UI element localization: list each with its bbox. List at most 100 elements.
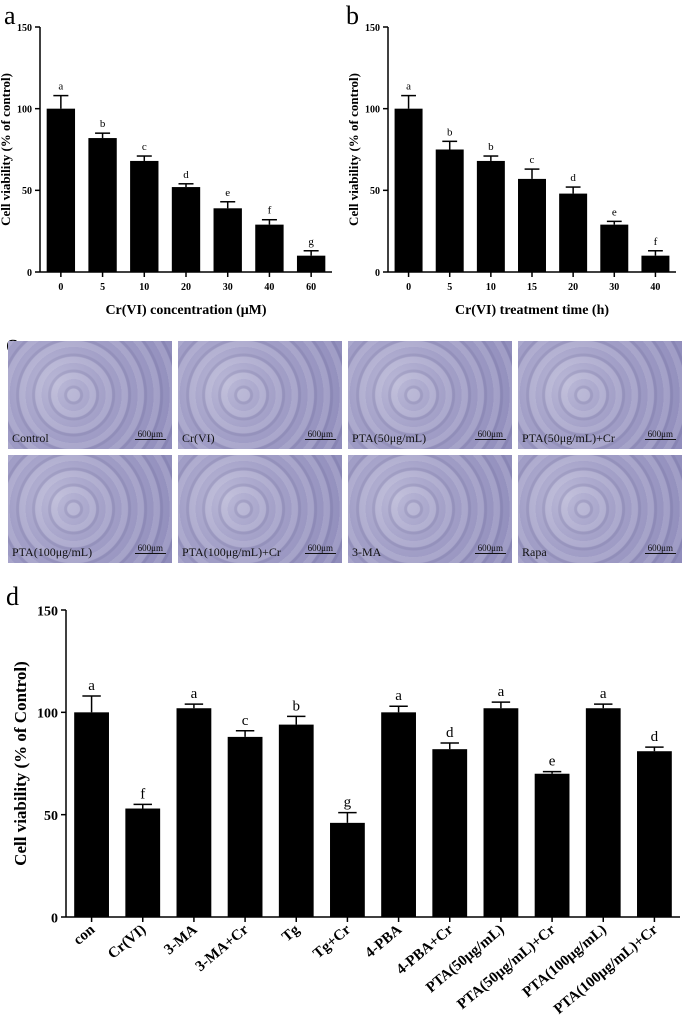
y-tick-label: 100: [37, 707, 58, 722]
scale-bar-label: 600μm: [474, 543, 506, 554]
annotation: a: [58, 81, 63, 93]
x-tick-label: 3-MA+Cr: [193, 922, 252, 975]
image-caption: PTA(50μg/mL): [352, 431, 427, 445]
x-tick-label: 20: [181, 282, 191, 293]
bar: [585, 708, 621, 917]
bar: [330, 822, 365, 917]
x-tick-label: 5: [447, 282, 452, 293]
annotation: a: [600, 686, 607, 702]
bar: [641, 255, 670, 272]
bar: [88, 138, 117, 272]
annotation: g: [344, 795, 352, 811]
x-tick-label: 30: [609, 282, 619, 293]
y-tick-label: 0: [51, 911, 58, 926]
micrograph: PTA(100μg/mL)+Cr 600μm: [178, 455, 342, 563]
bar: [394, 108, 423, 273]
bar: [600, 224, 629, 272]
y-tick-label: 50: [44, 809, 58, 824]
y-tick-label: 100: [17, 105, 32, 116]
x-tick-label: 0: [58, 282, 63, 293]
panel-label: b: [346, 1, 359, 30]
scale-bar-label: 600μm: [644, 543, 676, 554]
annotation: e: [225, 187, 230, 199]
image-caption: PTA(50μg/mL)+Cr: [522, 431, 615, 445]
annotation: b: [488, 141, 494, 153]
bar: [227, 736, 263, 917]
bar: [518, 178, 546, 272]
image-caption: Rapa: [522, 545, 547, 559]
image-caption: Control: [12, 431, 49, 445]
bar: [46, 108, 76, 273]
y-tick-label: 50: [370, 186, 380, 197]
annotation: b: [447, 126, 453, 138]
x-tick-label: 4-PBA: [362, 922, 405, 962]
y-tick-label: 150: [17, 23, 32, 34]
annotation: d: [446, 725, 454, 741]
annotation: f: [268, 205, 272, 217]
annotation: c: [242, 713, 249, 729]
y-axis-title: Cell viability (% of Control): [11, 661, 30, 866]
panel-label: d: [6, 582, 19, 611]
x-axis-title: Cr(VI) concentration (μM): [105, 303, 266, 318]
image-caption: PTA(100μg/mL): [12, 545, 93, 559]
y-tick-label: 0: [375, 268, 380, 279]
bar: [637, 751, 672, 917]
x-tick-label: 60: [306, 282, 316, 293]
x-tick-label: 40: [264, 282, 274, 293]
x-tick-label: 20: [568, 282, 578, 293]
bar: [435, 149, 464, 272]
annotation: g: [308, 236, 314, 248]
scale-bar-label: 600μm: [134, 543, 166, 554]
bar: [483, 708, 519, 917]
annotation: d: [651, 729, 659, 745]
scale-bar-label: 600μm: [304, 429, 336, 440]
x-axis-title: Cr(VI) treatment time (h): [455, 303, 609, 318]
annotation: e: [549, 754, 556, 770]
annotation: f: [140, 786, 145, 802]
y-tick-label: 50: [22, 186, 32, 197]
y-tick-label: 150: [365, 23, 380, 34]
annotation: a: [498, 684, 505, 700]
x-tick-label: Tg+Cr: [310, 922, 354, 962]
x-tick-label: 10: [139, 282, 149, 293]
bar: [278, 724, 314, 917]
bar: [381, 712, 416, 917]
annotation: a: [406, 81, 411, 93]
bar: [296, 255, 326, 272]
micrograph: PTA(100μg/mL) 600μm: [8, 455, 172, 563]
scale-bar-label: 600μm: [644, 429, 676, 440]
y-tick-label: 100: [365, 105, 380, 116]
panel-label: a: [4, 1, 16, 30]
bar: [171, 187, 201, 272]
x-tick-label: Tg: [279, 921, 303, 945]
annotation: a: [88, 678, 95, 694]
annotation: c: [142, 141, 147, 153]
y-tick-label: 0: [27, 268, 32, 279]
x-tick-label: PTA(50μg/mL)+Cr: [454, 922, 558, 1013]
bar: [125, 808, 161, 917]
annotation: d: [570, 172, 576, 184]
bar: [176, 708, 212, 917]
scale-bar-label: 600μm: [134, 429, 166, 440]
bar: [432, 749, 468, 917]
annotation: d: [183, 169, 189, 181]
x-tick-label: 30: [223, 282, 233, 293]
y-axis-title: Cell viability (% of control): [0, 73, 13, 226]
image-caption: PTA(100μg/mL)+Cr: [182, 545, 281, 559]
x-tick-label: 5: [100, 282, 105, 293]
x-tick-label: 40: [650, 282, 660, 293]
micrograph: Cr(VI) 600μm: [178, 341, 342, 449]
image-caption: Cr(VI): [182, 431, 215, 445]
bar: [130, 160, 159, 272]
y-axis-title: Cell viability (% of control): [346, 73, 361, 226]
bar: [255, 224, 284, 272]
bar: [74, 712, 109, 917]
bar: [213, 208, 242, 272]
image-caption: 3-MA: [352, 545, 382, 559]
scale-bar-label: 600μm: [474, 429, 506, 440]
annotation: a: [395, 688, 402, 704]
micrograph: 3-MA 600μm: [348, 455, 512, 563]
bar: [534, 773, 570, 917]
annotation: b: [100, 118, 106, 130]
